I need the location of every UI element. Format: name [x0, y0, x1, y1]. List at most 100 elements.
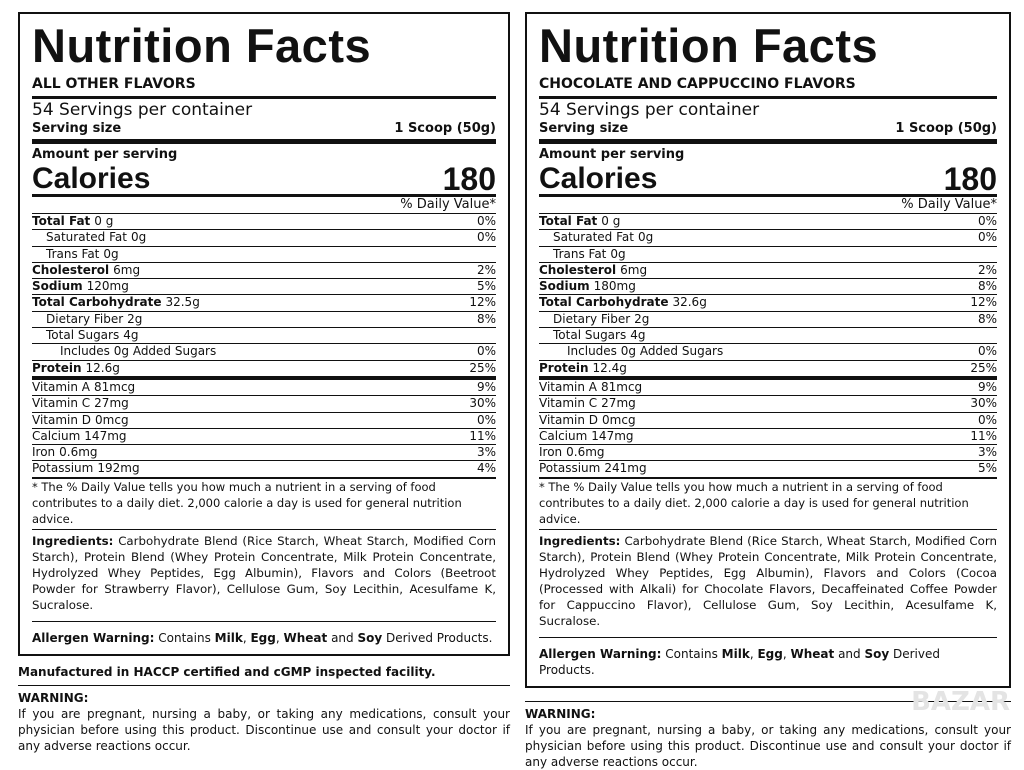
amount: 27mg [601, 396, 636, 411]
dv: 2% [977, 262, 997, 277]
dv: 25% [469, 360, 496, 375]
nutrient-row: Saturated Fat 0g 0% [539, 230, 997, 247]
nutrient-row: Potassium 241mg 5% [539, 461, 997, 479]
nutrition-panel: Nutrition Facts ALL OTHER FLAVORS 54 Servi… [18, 12, 510, 656]
dv-header: % Daily Value* [539, 197, 997, 214]
amount: 147mg [591, 428, 634, 443]
nutrient-row: Vitamin C 27mg 30% [539, 396, 997, 413]
text: Carbohydrate Blend (Rice Starch, Wheat S… [32, 533, 496, 612]
dv: 25% [970, 360, 997, 375]
amount: 192mg [97, 461, 140, 476]
part: Milk [214, 630, 243, 645]
nutrient-row: Dietary Fiber 2g 8% [539, 312, 997, 329]
name: Saturated Fat [553, 230, 634, 245]
warning-label: WARNING: [18, 690, 89, 705]
amount-label: Amount per serving [32, 147, 178, 162]
servings: 54 Servings per container [32, 100, 253, 120]
part: Derived Products. [539, 646, 940, 677]
dv: 9% [977, 379, 997, 394]
nutrient-row: Cholesterol 6mg 2% [32, 262, 496, 280]
part: Derived Products. [382, 630, 493, 645]
part: Egg [757, 646, 783, 661]
name: Potassium [32, 461, 94, 476]
amount: 0g [637, 230, 654, 245]
name: Potassium [539, 461, 601, 476]
amount: 241mg [604, 461, 647, 476]
nutrient: Potassium 241mg [539, 461, 647, 476]
nutrient: Sodium 120mg [32, 279, 129, 294]
nutrient: Dietary Fiber 2g [539, 312, 649, 327]
nutrient-row: Total Fat 0 g 0% [539, 214, 997, 231]
dv: 0% [977, 344, 997, 359]
column: Nutrition Facts ALL OTHER FLAVORS 54 Servi… [18, 12, 510, 754]
part: , [782, 646, 791, 661]
amount: 0.6mg [59, 445, 98, 460]
label: Allergen Warning: [32, 630, 155, 645]
dv: 5% [476, 279, 496, 294]
serving-size: Serving size 1 Scoop (50g) [32, 121, 496, 144]
name: Sodium [539, 279, 590, 294]
warning-label: WARNING: [525, 706, 596, 721]
amount: 0mcg [95, 412, 129, 427]
amount: 0.6mg [566, 445, 605, 460]
amount: 0 g [94, 214, 114, 228]
amount-label: Amount per serving [539, 147, 685, 162]
amount: 2g [127, 311, 143, 326]
nutrient-row: Calcium 147mg 11% [32, 428, 496, 446]
nutrient-row: Dietary Fiber 2g 8% [32, 311, 496, 329]
name: Includes 0g Added Sugars [60, 344, 217, 359]
ingredients: Ingredients: Carbohydrate Blend (Rice St… [32, 530, 496, 622]
nutrient-row: Total Carbohydrate 32.5g 12% [32, 295, 496, 312]
nutrient-row: Saturated Fat 0g 0% [32, 230, 496, 247]
footnote: * The % Daily Value tells you how much a… [32, 479, 496, 530]
name: Cholesterol [539, 262, 617, 277]
dv: 4% [476, 461, 496, 476]
dv-header: % Daily Value* [32, 197, 496, 214]
nutrition-panel: Nutrition Facts CHOCOLATE AND CAPPUCCINO … [525, 12, 1011, 688]
name: Vitamin D [539, 412, 599, 427]
amount: 6mg [113, 262, 141, 277]
part: and [327, 630, 358, 645]
label: Allergen Warning: [539, 646, 662, 661]
amount: 0mcg [602, 412, 636, 427]
name: Iron [32, 445, 56, 460]
dv: 30% [970, 396, 997, 411]
manufactured: Manufactured in HACCP certified and cGMP… [18, 664, 510, 686]
nutrient: Vitamin A 81mcg [539, 380, 642, 395]
amount: 0 g [601, 214, 621, 228]
label: Serving size [539, 121, 629, 136]
value: 1 Scoop (50g) [394, 121, 496, 136]
nutrient-row: Calcium 147mg 11% [539, 428, 997, 446]
nutrient: Cholesterol 6mg [539, 263, 647, 278]
part: Wheat [283, 630, 328, 645]
column: Nutrition Facts CHOCOLATE AND CAPPUCCINO … [525, 12, 1011, 770]
name: Cholesterol [32, 262, 110, 277]
nutrient: Total Sugars 4g [32, 328, 138, 343]
ingredients: Ingredients: Carbohydrate Blend (Rice St… [539, 530, 997, 638]
title: Nutrition Facts [539, 19, 879, 72]
page: Nutrition Facts ALL OTHER FLAVORS 54 Servi… [18, 12, 1011, 769]
dv: 5% [977, 461, 997, 476]
label: Ingredients: [539, 533, 621, 548]
nutrient: Sodium 180mg [539, 279, 636, 294]
label: Ingredients: [32, 533, 114, 548]
nutrient: Saturated Fat 0g [539, 230, 653, 245]
label: Serving size [32, 121, 122, 136]
dv: 11% [469, 428, 496, 443]
part: Contains [665, 646, 722, 661]
serving-size: Serving size 1 Scoop (50g) [539, 121, 997, 144]
nutrient: Total Fat 0 g [32, 214, 113, 229]
warning-text: If you are pregnant, nursing a baby, or … [18, 706, 510, 753]
nutrient-row: Sodium 120mg 5% [32, 279, 496, 296]
part: Contains [158, 630, 215, 645]
dv: 0% [476, 230, 496, 245]
name: Vitamin A [32, 379, 90, 394]
label: Calories [32, 162, 151, 195]
nutrient: Total Carbohydrate 32.6g [539, 295, 707, 310]
amount: 0g [130, 230, 147, 245]
nutrient: Vitamin A 81mcg [32, 380, 135, 395]
amount: 0g [103, 246, 119, 261]
part: , [749, 646, 758, 661]
calories: Calories 180 [32, 162, 496, 197]
name: Total Carbohydrate [539, 295, 669, 310]
